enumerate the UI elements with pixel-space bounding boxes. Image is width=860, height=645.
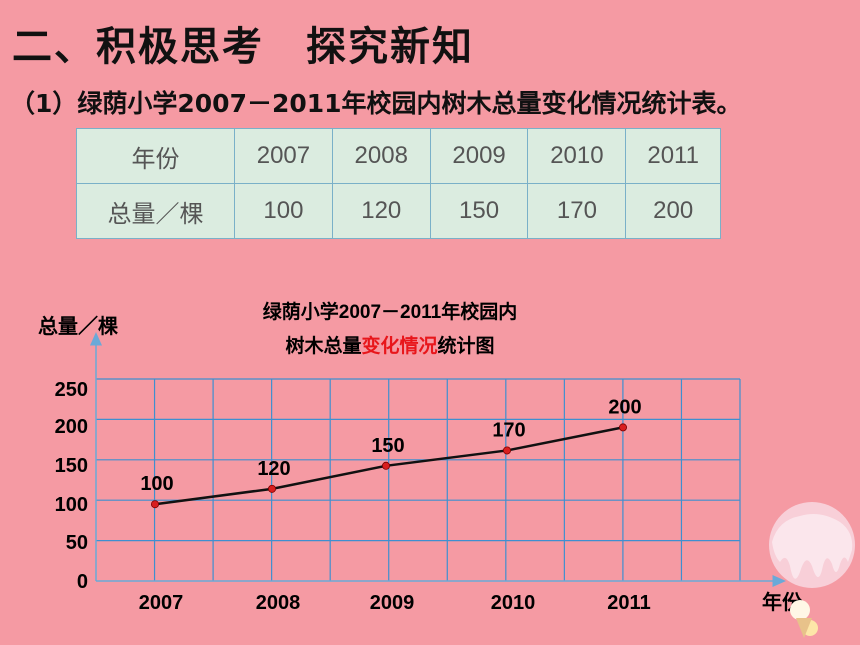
table-header-total: 总量／棵 (76, 183, 235, 239)
y-tick-label: 250 (55, 379, 88, 401)
table-cell-year: 2007 (234, 128, 333, 184)
chart-title-line1: 绿荫小学2007－2011年校园内 (263, 300, 518, 323)
x-tick-label: 2007 (139, 592, 184, 614)
data-point (267, 484, 276, 493)
table-row-years: 年份 2007 2008 2009 2010 2011 (76, 128, 721, 184)
table-cell-year: 2010 (527, 128, 627, 184)
data-label: 100 (140, 473, 173, 495)
table-cell-year: 2009 (429, 128, 529, 184)
data-label: 200 (608, 396, 641, 418)
data-point (619, 423, 628, 432)
table-cell-year: 2008 (331, 128, 431, 184)
data-point (381, 461, 390, 470)
ice-cream-decoration (769, 502, 855, 638)
data-table: 年份 2007 2008 2009 2010 2011 总量／棵 100 120… (76, 128, 721, 239)
table-cell-total: 200 (625, 183, 721, 239)
x-tick-label: 2008 (256, 592, 301, 614)
table-cell-total: 170 (527, 183, 627, 239)
chart-title-prefix: 树木总量 (285, 334, 361, 357)
chart-title-line2: 树木总量变化情况统计图 (285, 334, 494, 357)
table-cell-total: 150 (429, 183, 529, 239)
table-cell-total: 120 (331, 183, 431, 239)
data-point (502, 446, 511, 455)
table-row-totals: 总量／棵 100 120 150 170 200 (76, 183, 721, 239)
table-cell-total: 100 (234, 183, 333, 239)
y-tick-label: 100 (55, 494, 88, 516)
y-tick-label: 150 (55, 455, 88, 477)
data-label: 170 (492, 419, 525, 441)
data-label: 120 (257, 458, 290, 480)
y-tick-label: 50 (66, 532, 88, 554)
x-tick-label: 2011 (607, 592, 650, 614)
y-tick-label: 200 (55, 416, 88, 438)
data-label: 150 (371, 435, 404, 457)
table-caption: （1）绿荫小学2007－2011年校园内树木总量变化情况统计表。 (10, 89, 742, 118)
chart-title-suffix: 统计图 (438, 334, 495, 357)
y-axis-label: 总量／棵 (38, 314, 118, 338)
x-tick-label: 2009 (370, 592, 415, 614)
y-tick-label: 0 (77, 571, 88, 593)
chart-title-highlight: 变化情况 (361, 334, 437, 357)
x-tick-label: 2010 (491, 592, 536, 614)
page-heading: 二、积极思考 探究新知 (12, 24, 474, 70)
data-point (150, 500, 159, 509)
